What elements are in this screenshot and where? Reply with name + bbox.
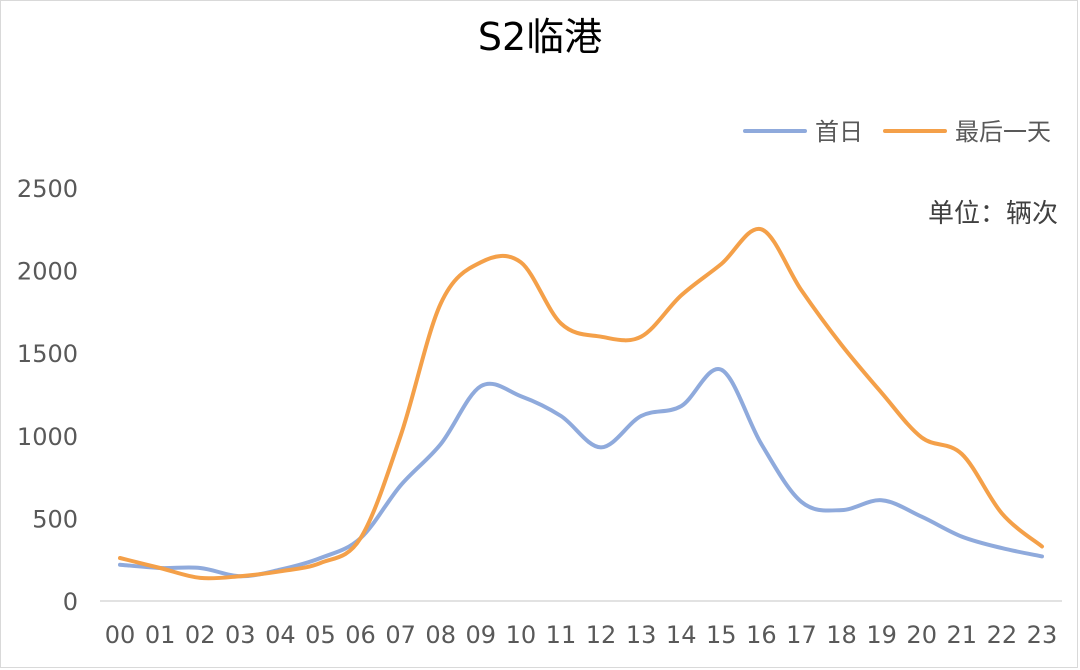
x-tick-label: 12 <box>586 621 617 649</box>
x-tick-label: 10 <box>506 621 537 649</box>
x-tick-label: 05 <box>305 621 336 649</box>
legend: 首日 最后一天 <box>743 118 1051 146</box>
y-tick-label: 1500 <box>17 340 78 368</box>
x-tick-label: 06 <box>345 621 376 649</box>
x-tick-label: 17 <box>786 621 817 649</box>
x-tick-label: 09 <box>466 621 497 649</box>
x-axis-ticks: 00 01 02 03 04 05 06 07 08 09 10 11 12 13 14 15 16 17 18 19… <box>105 621 1057 649</box>
x-tick-label: 19 <box>866 621 897 649</box>
x-tick-label: 08 <box>425 621 456 649</box>
y-tick-label: 2000 <box>17 258 78 286</box>
x-tick-label: 18 <box>826 621 857 649</box>
y-axis-ticks: 0 500 1000 1500 2000 2500 <box>17 175 78 616</box>
x-tick-label: 02 <box>185 621 216 649</box>
unit-label: 单位：辆次 <box>928 199 1058 229</box>
legend-label-series-2: 最后一天 <box>955 118 1051 146</box>
y-tick-label: 2500 <box>17 175 78 203</box>
y-tick-label: 0 <box>63 588 78 616</box>
x-tick-label: 04 <box>265 621 296 649</box>
legend-label-series-1: 首日 <box>815 118 863 146</box>
x-tick-label: 14 <box>666 621 697 649</box>
x-tick-label: 16 <box>746 621 777 649</box>
x-tick-label: 21 <box>947 621 978 649</box>
x-tick-label: 15 <box>706 621 737 649</box>
x-tick-label: 22 <box>987 621 1018 649</box>
series-line-1 <box>118 367 1044 579</box>
x-tick-label: 13 <box>626 621 657 649</box>
x-tick-label: 01 <box>145 621 176 649</box>
x-tick-label: 20 <box>906 621 937 649</box>
series-lines <box>118 227 1044 581</box>
x-tick-label: 23 <box>1027 621 1058 649</box>
x-tick-label: 00 <box>105 621 136 649</box>
x-tick-label: 11 <box>546 621 577 649</box>
series-line-2 <box>118 227 1044 581</box>
x-tick-label: 03 <box>225 621 256 649</box>
y-tick-label: 1000 <box>17 423 78 451</box>
x-tick-label: 07 <box>385 621 416 649</box>
y-tick-label: 500 <box>32 505 78 533</box>
chart-title: S2临港 <box>478 15 602 59</box>
